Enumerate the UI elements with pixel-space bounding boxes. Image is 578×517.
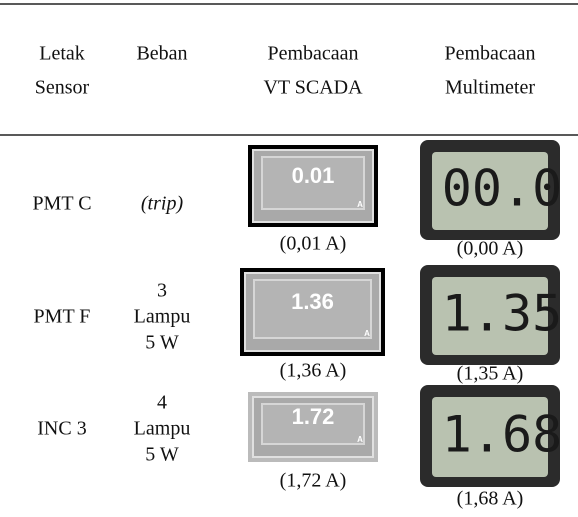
column-header: Pembacaan xyxy=(267,43,358,65)
column-header: Beban xyxy=(136,43,187,65)
load: Lampu xyxy=(134,306,191,328)
meter-value: 00.0 xyxy=(442,160,562,218)
load: (trip) xyxy=(141,193,184,215)
scada-unit: A xyxy=(364,329,370,338)
scada-caption: (1,72 A) xyxy=(280,470,347,492)
load: 4 xyxy=(157,392,167,414)
load: 3 xyxy=(157,280,167,302)
column-header: Letak xyxy=(39,43,85,65)
meter-caption: (0,00 A) xyxy=(457,238,524,260)
column-header: Sensor xyxy=(35,77,90,99)
meter-caption: (1,35 A) xyxy=(457,363,524,385)
sensor-location: PMT F xyxy=(34,306,91,328)
meter-value: 1.35 xyxy=(442,285,562,343)
scada-value: 0.01 xyxy=(292,163,335,188)
scada-caption: (0,01 A) xyxy=(280,233,347,255)
scada-caption: (1,36 A) xyxy=(280,360,347,382)
meter-value: 1.68 xyxy=(442,406,562,464)
load: Lampu xyxy=(134,418,191,440)
column-header: Multimeter xyxy=(445,77,535,99)
meter-caption: (1,68 A) xyxy=(457,488,524,510)
load: 5 W xyxy=(145,444,179,466)
sensor-location: INC 3 xyxy=(37,418,86,440)
scada-value: 1.36 xyxy=(291,289,334,314)
table-page: Letak Sensor Beban Pembacaan VT SCADA Pembaca… xyxy=(0,0,578,517)
load: 5 W xyxy=(145,332,179,354)
scada-value: 1.72 xyxy=(292,404,335,429)
column-header: VT SCADA xyxy=(263,77,363,99)
scada-unit: A xyxy=(357,200,363,209)
scada-unit: A xyxy=(357,435,363,444)
sensor-location: PMT C xyxy=(32,193,91,215)
column-header: Pembacaan xyxy=(444,43,535,65)
